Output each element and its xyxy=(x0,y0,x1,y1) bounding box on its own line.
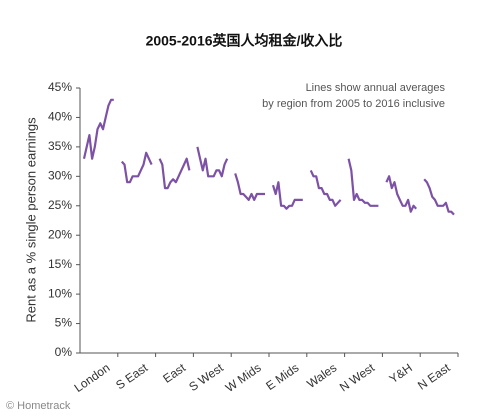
annotation: Lines show annual averages xyxy=(306,82,446,94)
x-tick-label: Wales xyxy=(304,361,339,391)
region-line xyxy=(385,175,418,213)
x-tick-label: N West xyxy=(337,360,378,394)
region-line xyxy=(120,151,153,184)
chart-title: 2005-2016英国人均租金/收入比 xyxy=(146,33,343,49)
region-line xyxy=(271,181,303,210)
y-tick-label: 25% xyxy=(48,198,72,212)
y-tick-label: 45% xyxy=(48,80,72,94)
y-tick-label: 35% xyxy=(48,139,72,153)
y-tick-label: 40% xyxy=(48,110,72,124)
annotation: by region from 2005 to 2016 inclusive xyxy=(262,98,445,110)
x-tick-label: S East xyxy=(113,360,151,392)
y-tick-label: 5% xyxy=(55,316,73,330)
region-line xyxy=(158,157,191,190)
region-line xyxy=(234,173,265,201)
y-tick-label: 30% xyxy=(48,169,72,183)
y-tick-label: 20% xyxy=(48,227,72,241)
x-tick-label: Y&H xyxy=(387,361,415,387)
x-tick-label: S West xyxy=(186,360,226,394)
y-tick-label: 15% xyxy=(48,257,72,271)
y-tick-label: 0% xyxy=(55,345,73,359)
source: © Hometrack xyxy=(6,400,71,412)
x-tick-label: East xyxy=(160,360,188,386)
region-line xyxy=(309,169,342,207)
region-line xyxy=(347,158,379,207)
x-tick-label: E Mids xyxy=(263,361,301,394)
region-line xyxy=(82,98,114,160)
region-line xyxy=(196,146,229,178)
x-tick-label: N East xyxy=(415,360,453,393)
x-tick-label: London xyxy=(72,361,113,395)
region-line xyxy=(423,178,455,216)
x-tick-label: W Mids xyxy=(223,361,264,395)
y-axis-label: Rent as a % single person earnings xyxy=(23,117,38,323)
y-tick-label: 10% xyxy=(48,286,72,300)
